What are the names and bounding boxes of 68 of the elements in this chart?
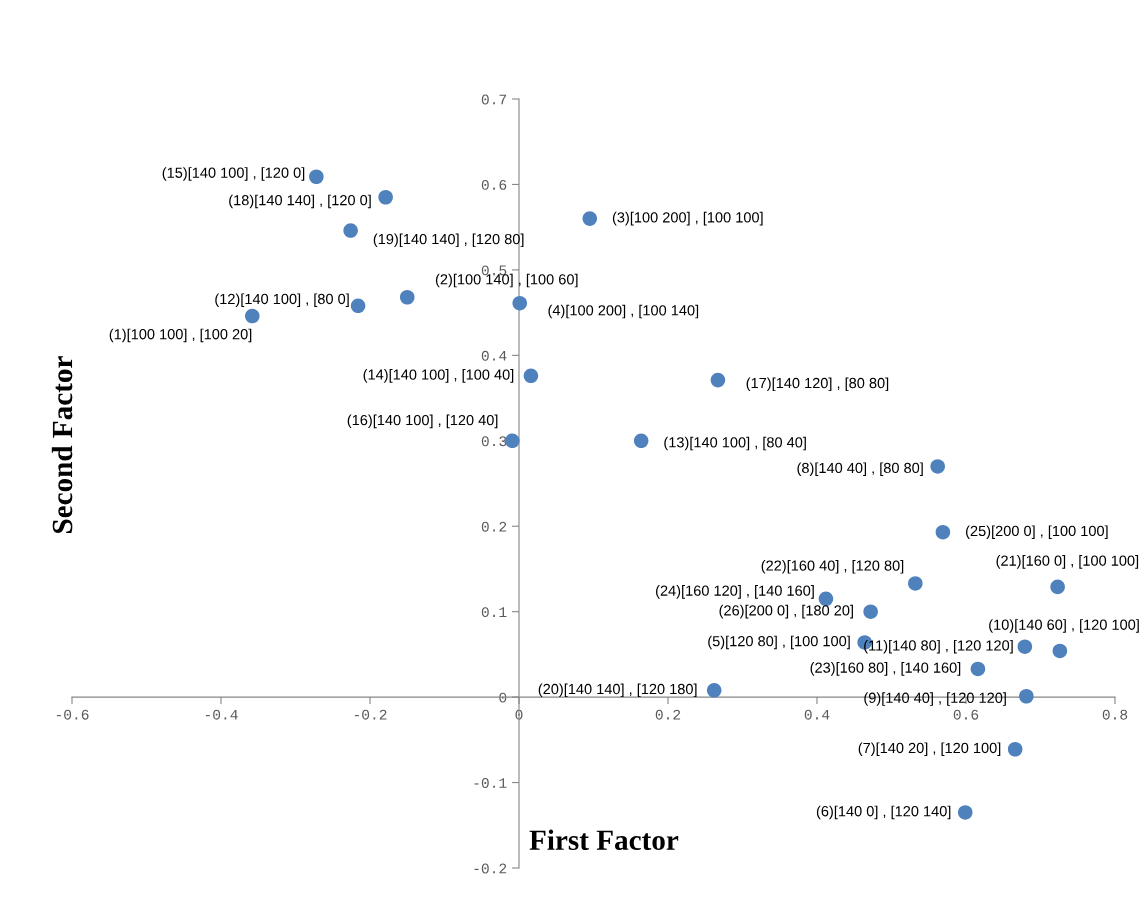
annotation: (23)[160 80] , [140 160] [810, 662, 961, 676]
annotation: (3)[100 200] , [100 100] [612, 211, 763, 226]
annotation: (8)[140 40] , [80 80] [797, 462, 923, 476]
point [1007, 741, 1023, 757]
y-tick-label: -0.2 [474, 863, 507, 874]
point [710, 372, 726, 388]
annotation: (10)[140 60] , [120 100] [989, 619, 1139, 633]
y-tick-label: -0.1 [474, 778, 507, 788]
point [633, 433, 649, 449]
annotation: (16)[140 100] , [120 40] [347, 414, 498, 429]
annotation: (4)[100 200] , [100 140] [548, 304, 699, 319]
point [970, 661, 986, 677]
point [1017, 639, 1033, 654]
annotation: (19)[140 140] , [120 80] [373, 233, 524, 248]
x-tick-label: -0.6 [56, 709, 89, 720]
annotation: (7)[140 20] , [120 100] [858, 742, 1001, 757]
x-tick-label: 0.6 [953, 709, 979, 720]
annotation: (1)[100 100] , [100 20] [109, 328, 252, 343]
point [378, 189, 393, 205]
point [1050, 579, 1065, 595]
annotation: (13)[140 100] , [80 40] [664, 436, 806, 451]
x-tick-label: 0.4 [804, 709, 830, 720]
annotation: (20)[140 140] , [120 180] [538, 683, 697, 698]
annotation: (22)[160 40] , [120 80] [761, 560, 904, 574]
point [1052, 643, 1068, 659]
y-tick-label: 0.2 [481, 521, 507, 532]
point [582, 211, 598, 226]
annotation: (11)[140 80] , [120 120] [864, 639, 1013, 654]
point [1019, 688, 1034, 704]
y-tick-label: 0.3 [481, 436, 507, 447]
point [245, 308, 260, 324]
point [863, 604, 878, 619]
annotation: (12)[140 100] , [80 0] [215, 293, 349, 308]
annotation: (24)[160 120] , [140 160] [656, 585, 814, 599]
x-axis-title: First Factor [529, 829, 679, 851]
point [935, 524, 951, 540]
point [930, 459, 945, 474]
point [343, 223, 358, 238]
x-tick-label: 0 [515, 709, 523, 720]
x-tick-label: -0.2 [354, 709, 387, 720]
point [523, 368, 539, 384]
annotation: (5)[120 80] , [100 100] [708, 635, 850, 650]
annotation: (6)[140 0] , [120 140] [816, 805, 951, 820]
point [957, 805, 973, 820]
annotation: (14)[140 100] , [100 40] [363, 369, 514, 383]
x-tick-label: 0.8 [1102, 709, 1128, 720]
annotation: (21)[160 0] , [100 100] [996, 555, 1139, 569]
point [309, 169, 324, 185]
point [399, 289, 415, 305]
point [350, 298, 366, 314]
x-tick-label: 0.2 [655, 709, 681, 720]
annotation: (25)[200 0] , [100 100] [966, 525, 1108, 539]
annotation: (17)[140 120] , [80 80] [746, 377, 889, 392]
annotation: (26)[200 0] , [180 20] [719, 604, 853, 619]
point [512, 295, 528, 311]
point [908, 576, 923, 591]
y-tick-label: 0.1 [481, 607, 507, 618]
y-tick-label: 0.6 [481, 179, 507, 190]
y-tick-label: 0.4 [481, 350, 507, 361]
annotation: (18)[140 140] , [120 0] [229, 194, 371, 209]
point [505, 433, 520, 449]
annotation: (15)[140 100] , [120 0] [162, 167, 305, 181]
annotation: (9)[140 40] , [120 120] [864, 692, 1006, 706]
y-axis-title: Second Factor [51, 356, 73, 533]
y-tick-label: 0.7 [481, 94, 507, 105]
point [706, 682, 722, 698]
x-tick-label: -0.4 [205, 709, 238, 720]
y-tick-label: 0 [499, 692, 507, 703]
